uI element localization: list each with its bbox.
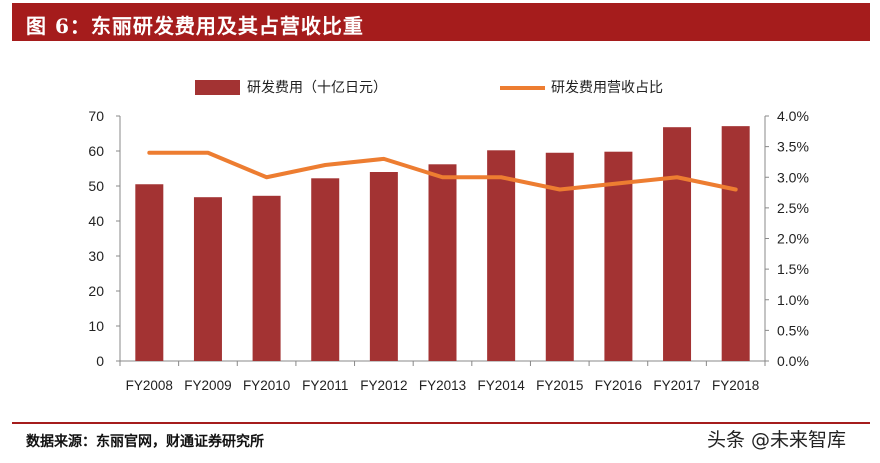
y-right-tick-label: 1.0% bbox=[777, 292, 809, 308]
footer-divider bbox=[12, 422, 870, 424]
legend-label-bar: 研发费用（十亿日元） bbox=[247, 80, 387, 96]
y-right-tick-label: 3.5% bbox=[777, 139, 809, 155]
x-tick-label: FY2008 bbox=[126, 378, 173, 393]
y-right-tick-label: 4.0% bbox=[777, 108, 809, 124]
figure-header: 图 6：东丽研发费用及其占营收比重 bbox=[12, 3, 870, 41]
x-tick-label: FY2014 bbox=[477, 378, 525, 393]
x-tick-label: FY2018 bbox=[712, 378, 759, 393]
x-tick-label: FY2013 bbox=[419, 378, 466, 393]
y-right-tick-label: 0.5% bbox=[777, 322, 809, 338]
y-left-tick-label: 0 bbox=[96, 353, 104, 369]
y-left-tick-label: 20 bbox=[88, 283, 104, 299]
bar bbox=[193, 197, 222, 361]
x-tick-label: FY2009 bbox=[184, 378, 231, 393]
y-right-tick-label: 1.5% bbox=[777, 261, 809, 277]
bar bbox=[135, 184, 164, 361]
x-tick-label: FY2015 bbox=[536, 378, 583, 393]
bar bbox=[604, 151, 633, 361]
y-right-tick-label: 0.0% bbox=[777, 353, 809, 369]
x-tick-label: FY2012 bbox=[360, 378, 407, 393]
source-note: 数据来源：东丽官网，财通证券研究所 bbox=[26, 434, 264, 450]
x-tick-label: FY2017 bbox=[653, 378, 700, 393]
y-right-tick-label: 2.5% bbox=[777, 200, 809, 216]
bar bbox=[721, 126, 750, 362]
y-left-tick-label: 40 bbox=[88, 213, 104, 229]
y-left-tick-label: 70 bbox=[88, 108, 104, 124]
legend-swatch-bar bbox=[195, 80, 240, 95]
watermark: 头条 @未来智库 bbox=[707, 429, 847, 451]
y-right-tick-label: 2.0% bbox=[777, 231, 809, 247]
bar bbox=[428, 164, 457, 361]
y-left-tick-label: 60 bbox=[88, 143, 104, 159]
figure-title: 图 6：东丽研发费用及其占营收比重 bbox=[26, 14, 364, 38]
bar bbox=[252, 195, 281, 361]
bar bbox=[369, 172, 398, 361]
x-tick-label: FY2016 bbox=[595, 378, 642, 393]
x-tick-label: FY2011 bbox=[302, 378, 348, 393]
y-right-tick-label: 3.0% bbox=[777, 169, 809, 185]
x-tick-label: FY2010 bbox=[243, 378, 290, 393]
bar bbox=[311, 178, 340, 361]
bar bbox=[663, 127, 692, 361]
legend-label-line: 研发费用营收占比 bbox=[551, 80, 663, 96]
y-left-tick-label: 30 bbox=[88, 248, 104, 264]
y-left-tick-label: 10 bbox=[88, 318, 104, 334]
bar bbox=[487, 150, 516, 361]
bar bbox=[545, 152, 574, 361]
y-left-tick-label: 50 bbox=[88, 178, 104, 194]
